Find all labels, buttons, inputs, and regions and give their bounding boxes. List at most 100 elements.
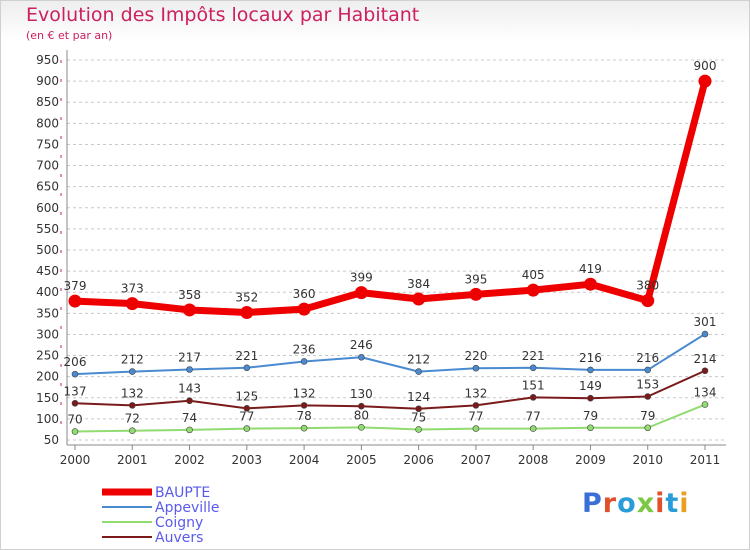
y-tick-label: 650 <box>36 180 59 194</box>
x-tick-label: 2001 <box>117 453 148 467</box>
data-point-appeville <box>71 370 79 378</box>
data-label-appeville: 221 <box>235 349 258 363</box>
data-point-coigny <box>71 428 79 435</box>
data-label-baupte: 395 <box>464 272 487 286</box>
data-label-appeville: 220 <box>464 349 487 363</box>
data-label-baupte: 373 <box>121 282 144 296</box>
logo-letter: x <box>636 488 656 519</box>
data-point-baupte <box>412 292 426 306</box>
data-label-baupte: 405 <box>522 268 545 282</box>
data-label-appeville: 212 <box>407 353 430 367</box>
data-label-baupte: 380 <box>636 279 659 293</box>
data-label-appeville: 212 <box>121 353 144 367</box>
data-point-appeville <box>358 353 365 361</box>
data-label-layer: 379 373 358 352 360 399 384 395 405 419 380 900 206 2… <box>64 59 717 426</box>
data-label-coigny: 79 <box>583 409 598 423</box>
y-tick-label: 600 <box>36 201 59 215</box>
y-tick-label: 500 <box>36 243 59 257</box>
data-label-coigny: 79 <box>640 409 655 423</box>
y-tick-label: 450 <box>36 264 59 278</box>
data-label-appeville: 217 <box>178 350 201 364</box>
data-point-appeville <box>701 330 709 338</box>
data-point-auvers <box>71 399 79 407</box>
data-point-auvers <box>472 402 480 409</box>
y-tick-label: 300 <box>36 327 59 341</box>
data-label-baupte: 358 <box>178 288 201 302</box>
data-point-appeville <box>300 358 308 365</box>
data-label-appeville: 301 <box>694 315 717 329</box>
data-label-auvers: 153 <box>636 378 659 392</box>
data-label-auvers: 151 <box>522 378 545 392</box>
logo-letter: r <box>602 488 618 519</box>
data-label-baupte: 399 <box>350 271 373 285</box>
y-tick-label: 950 <box>36 53 59 67</box>
y-tick-label: 850 <box>36 95 59 109</box>
data-label-baupte: 352 <box>235 290 258 304</box>
chart-subtitle: (en € et par an) <box>26 29 113 42</box>
legend-label-baupte: BAUPTE <box>155 485 210 501</box>
data-point-auvers <box>587 394 594 402</box>
data-point-appeville <box>472 364 480 372</box>
y-tick-label: 700 <box>36 159 59 173</box>
axis-layer: 50 100 150 200 250 300 350 400 450 500 550 600 650 70… <box>36 50 726 467</box>
data-point-auvers <box>128 402 136 409</box>
data-label-coigny: 77 <box>526 410 541 424</box>
y-tick-label: 350 <box>36 306 59 320</box>
data-label-auvers: 137 <box>64 384 87 398</box>
data-point-appeville <box>128 368 136 375</box>
data-point-baupte <box>698 74 712 88</box>
x-tick-label: 2003 <box>232 453 263 467</box>
x-tick-label: 2002 <box>174 453 205 467</box>
data-label-auvers: 130 <box>350 387 373 401</box>
y-tick-label: 100 <box>36 412 59 426</box>
data-point-baupte <box>183 303 197 317</box>
data-point-appeville <box>529 364 537 372</box>
legend-label-coigny: Coigny <box>155 515 203 531</box>
data-point-baupte <box>240 305 254 319</box>
data-label-appeville: 236 <box>293 342 316 356</box>
data-point-appeville <box>644 366 652 374</box>
x-tick-label: 2009 <box>575 453 606 467</box>
data-label-auvers: 124 <box>407 390 430 404</box>
data-point-auvers <box>186 397 193 405</box>
chart-title: Evolution des Impôts locaux par Habitant <box>26 4 420 26</box>
data-label-appeville: 216 <box>579 351 602 365</box>
y-tick-label: 800 <box>36 116 59 130</box>
data-label-auvers: 132 <box>293 386 316 400</box>
data-point-baupte <box>526 283 540 297</box>
data-label-appeville: 246 <box>350 338 373 352</box>
data-point-coigny <box>186 426 193 434</box>
data-label-auvers: 143 <box>178 382 201 396</box>
data-label-auvers: 149 <box>579 379 602 393</box>
data-point-coigny <box>243 425 251 432</box>
data-point-auvers <box>243 405 251 412</box>
x-tick-label: 2008 <box>518 453 549 467</box>
legend-label-auvers: Auvers <box>155 530 203 546</box>
series-line-appeville <box>74 333 706 376</box>
data-point-appeville <box>587 366 594 374</box>
data-label-baupte: 384 <box>407 277 430 291</box>
series-layer <box>68 74 712 435</box>
data-label-coigny: 77 <box>468 410 483 424</box>
data-label-baupte: 360 <box>293 287 316 301</box>
x-tick-label: 2010 <box>632 453 663 467</box>
data-point-baupte <box>641 294 655 308</box>
data-point-coigny <box>644 424 652 432</box>
data-point-coigny <box>587 424 594 432</box>
data-point-baupte <box>354 286 368 300</box>
data-point-coigny <box>701 401 709 408</box>
data-point-coigny <box>358 424 365 431</box>
x-tick-label: 2005 <box>346 453 377 467</box>
data-point-baupte <box>125 297 139 311</box>
data-label-auvers: 214 <box>694 352 717 366</box>
y-tick-label: 550 <box>36 222 59 236</box>
data-label-coigny: 74 <box>182 411 197 425</box>
data-point-coigny <box>128 427 136 435</box>
logo-letter: i <box>679 488 690 519</box>
data-point-baupte <box>68 294 82 308</box>
data-label-coigny: 80 <box>354 408 369 422</box>
logo-letter: i <box>655 488 666 519</box>
